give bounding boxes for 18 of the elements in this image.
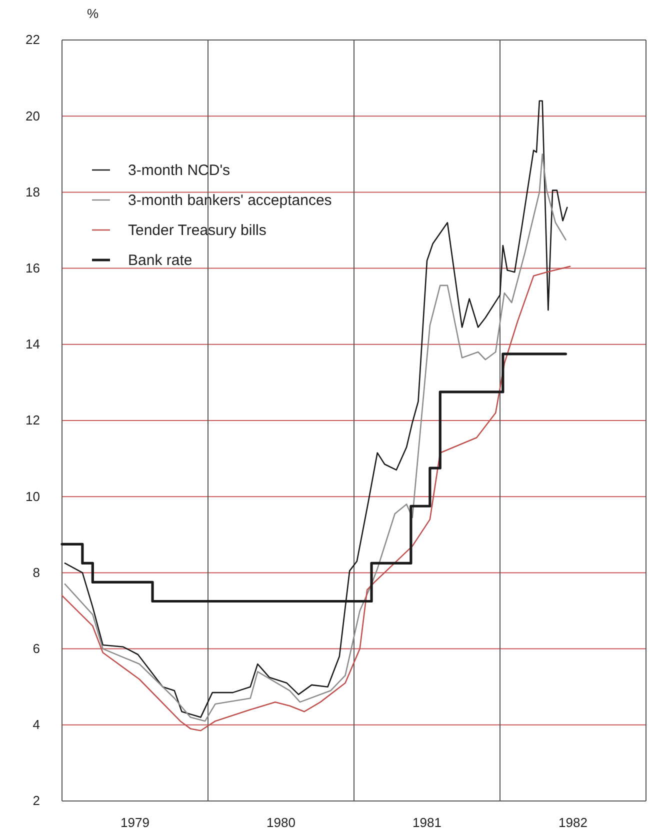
y-tick-label: 12 — [26, 412, 40, 428]
legend-label: Bank rate — [128, 252, 192, 269]
y-tick-label: 8 — [32, 564, 40, 580]
y-tick-label: 2 — [32, 793, 40, 808]
y-tick-label: 6 — [32, 640, 40, 656]
y-tick-label: 22 — [26, 32, 40, 48]
x-tick-label: 1981 — [412, 814, 442, 830]
y-tick-label: 4 — [32, 717, 40, 732]
x-tick-label: 1980 — [266, 814, 296, 830]
y-tick-label: 10 — [26, 488, 40, 504]
y-tick-label: 14 — [26, 336, 40, 352]
y-tick-label: 18 — [26, 184, 40, 200]
x-tick-label: 1979 — [120, 814, 150, 830]
y-axis-title: % — [87, 6, 99, 21]
line-series — [61, 266, 571, 732]
y-tick-label: 16 — [26, 260, 40, 276]
x-tick-label: 1982 — [558, 814, 588, 830]
y-tick-label: 20 — [26, 108, 40, 124]
